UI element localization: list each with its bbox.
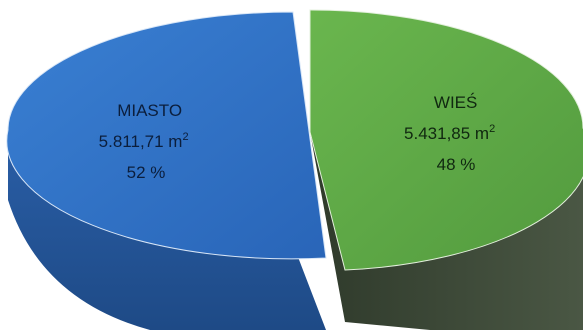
slice-wies-area-sup: 2 [489, 123, 495, 135]
slice-wies-side [310, 132, 583, 330]
slice-miasto-name: MIASTO [117, 101, 182, 120]
slice-miasto-area-sup: 2 [182, 131, 188, 143]
svg-text:MIASTO 5.811,71 m2: MIASTO 5.811,71 m2 52 % [99, 101, 194, 182]
slice-wies: WIEŚ 5.431,85 m2 48 % [309, 9, 583, 330]
slice-miasto-side [8, 126, 326, 330]
slice-miasto-percent: 52 % [127, 163, 166, 182]
slice-wies-percent: 48 % [437, 155, 476, 174]
slice-miasto-area: 5.811,71 m [99, 132, 183, 151]
svg-text:WIEŚ 5.431,85 m2: WIEŚ 5.431,85 m2 48 % [404, 93, 500, 174]
slice-wies-name: WIEŚ [434, 93, 477, 112]
slice-wies-area: 5.431,85 m [404, 124, 489, 143]
slice-wies-top [309, 9, 583, 271]
slice-miasto: MIASTO 5.811,71 m2 52 % [6, 11, 327, 330]
slice-miasto-top [6, 11, 327, 260]
